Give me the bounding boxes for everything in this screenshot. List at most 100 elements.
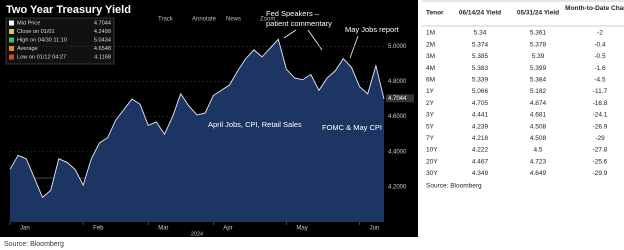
x-tick-label: Jan: [20, 226, 30, 232]
table-header: Month-to-Date Change: [565, 5, 624, 12]
y-tick-label: 4.2000: [388, 184, 407, 190]
legend-box: [5, 17, 115, 65]
arrow: [307, 29, 323, 51]
table-header: Tenor: [426, 10, 444, 17]
table-cell: 5Y: [426, 123, 435, 130]
table-cell: 5.39: [532, 53, 545, 60]
table-cell: 1Y: [426, 88, 435, 95]
header-line: Month-to-Date Change: [565, 5, 624, 12]
table-cell: -26.9: [593, 123, 608, 130]
legend-swatch: [9, 54, 14, 60]
table-cell: 2M: [426, 41, 435, 48]
table-cell: 5.399: [530, 65, 547, 72]
legend-label: Close on 01/01: [17, 29, 55, 35]
table-cell: 30Y: [426, 170, 438, 177]
legend-label: Mid Price: [17, 20, 40, 26]
table-cell: 5.34: [474, 30, 487, 37]
table-cell: 5.339: [472, 77, 489, 84]
table-cell: 10Y: [426, 147, 438, 154]
x-tick-label: Apr: [223, 226, 232, 232]
table-cell: 4.349: [472, 170, 489, 177]
table-cell: 5.383: [472, 65, 489, 72]
table-cell: 4.705: [472, 100, 489, 107]
chart-title: Two Year Treasury Yield: [6, 4, 131, 16]
legend-value: 4.7044: [94, 20, 111, 26]
table-cell: 5.361: [530, 30, 547, 37]
x-tick-label: May: [296, 226, 307, 232]
legend-label: Low on 01/12 04:27: [17, 54, 66, 60]
table-cell: -1.6: [594, 65, 606, 72]
table-cell: -16.8: [593, 100, 608, 107]
toolbar-button: Zoom: [260, 17, 275, 23]
arrow: [283, 29, 297, 39]
table-cell: -25.6: [593, 158, 608, 165]
table-header: 06/14/24 Yield: [459, 10, 501, 17]
table-cell: -2: [597, 30, 603, 37]
annotation: May Jobs report: [345, 25, 400, 34]
legend-swatch: [9, 20, 14, 26]
table-cell: 4.508: [530, 123, 547, 130]
table-cell: 4.5: [533, 147, 542, 154]
table-cell: 4.441: [472, 112, 489, 119]
table-cell: 4.222: [472, 147, 489, 154]
toolbar-button: News: [226, 17, 241, 23]
area: [10, 39, 384, 222]
x-tick-label: Mar: [158, 226, 168, 232]
table-cell: 3M: [426, 53, 435, 60]
x-tick-label: Jun: [370, 226, 380, 232]
table-cell: -4.5: [594, 77, 606, 84]
y-tick-label: 4.6000: [388, 114, 407, 120]
y-tick-label: 5.0000: [388, 44, 407, 50]
legend-value: 4.2499: [94, 29, 111, 35]
table-cell: 4.649: [530, 170, 547, 177]
toolbar-button: Annotate: [192, 17, 217, 23]
table-cell: 3Y: [426, 112, 435, 119]
table-cell: -29.9: [593, 170, 608, 177]
x-axis-label: 2024: [191, 231, 203, 237]
line: [9, 38, 385, 199]
table-cell: 5.378: [530, 41, 547, 48]
table-cell: 4.467: [472, 158, 489, 165]
table-cell: 20Y: [426, 158, 438, 165]
legend-swatch: [9, 37, 14, 43]
legend-value: 4.6548: [94, 46, 111, 52]
table-cell: 4.874: [530, 100, 547, 107]
x-tick-label: Feb: [93, 226, 104, 232]
table-cell: 5.384: [530, 77, 547, 84]
table-cell: 4.681: [530, 112, 547, 119]
table-cell: 4.218: [472, 135, 489, 142]
table-cell: 6M: [426, 77, 435, 84]
table-cell: 5.182: [530, 88, 547, 95]
table-cell: -27.8: [593, 147, 608, 154]
table-cell: 5.374: [472, 41, 489, 48]
table-cell: 2Y: [426, 100, 435, 107]
table-cell: 4.508: [530, 135, 547, 142]
legend-label: Average: [17, 46, 38, 52]
table-cell: 5.385: [472, 53, 489, 60]
arrow: [349, 35, 359, 59]
table-cell: -0.5: [594, 53, 606, 60]
y-tick-label: 4.8000: [388, 79, 407, 85]
table-cell: 4.723: [530, 158, 547, 165]
legend-swatch: [9, 29, 14, 34]
annotation: April Jobs, CPI, Retail Sales: [208, 120, 302, 129]
table-source: Source: Bloomberg: [426, 183, 482, 190]
price-tag: [386, 94, 414, 103]
annotation: Fed Speakers –: [266, 9, 320, 18]
legend-swatch: [9, 46, 14, 51]
table-cell: 4.239: [472, 123, 489, 130]
table-cell: -11.7: [593, 88, 608, 95]
annotation: patient commentary: [266, 19, 332, 28]
table-cell: 1M: [426, 30, 435, 37]
legend-label: High on 04/30 11:10: [17, 37, 67, 43]
price-tag-label: 4.7044: [388, 96, 407, 102]
table-cell: -24.1: [593, 112, 608, 119]
y-tick-label: 4.4000: [388, 149, 407, 155]
table-cell: 5.066: [472, 88, 489, 95]
annotation: FOMC & May CPI: [322, 123, 382, 132]
table-header: 05/31/24 Yield: [517, 10, 559, 17]
table-cell: -29: [595, 135, 605, 142]
table-cell: 7Y: [426, 135, 435, 142]
table-cell: -0.4: [594, 41, 606, 48]
